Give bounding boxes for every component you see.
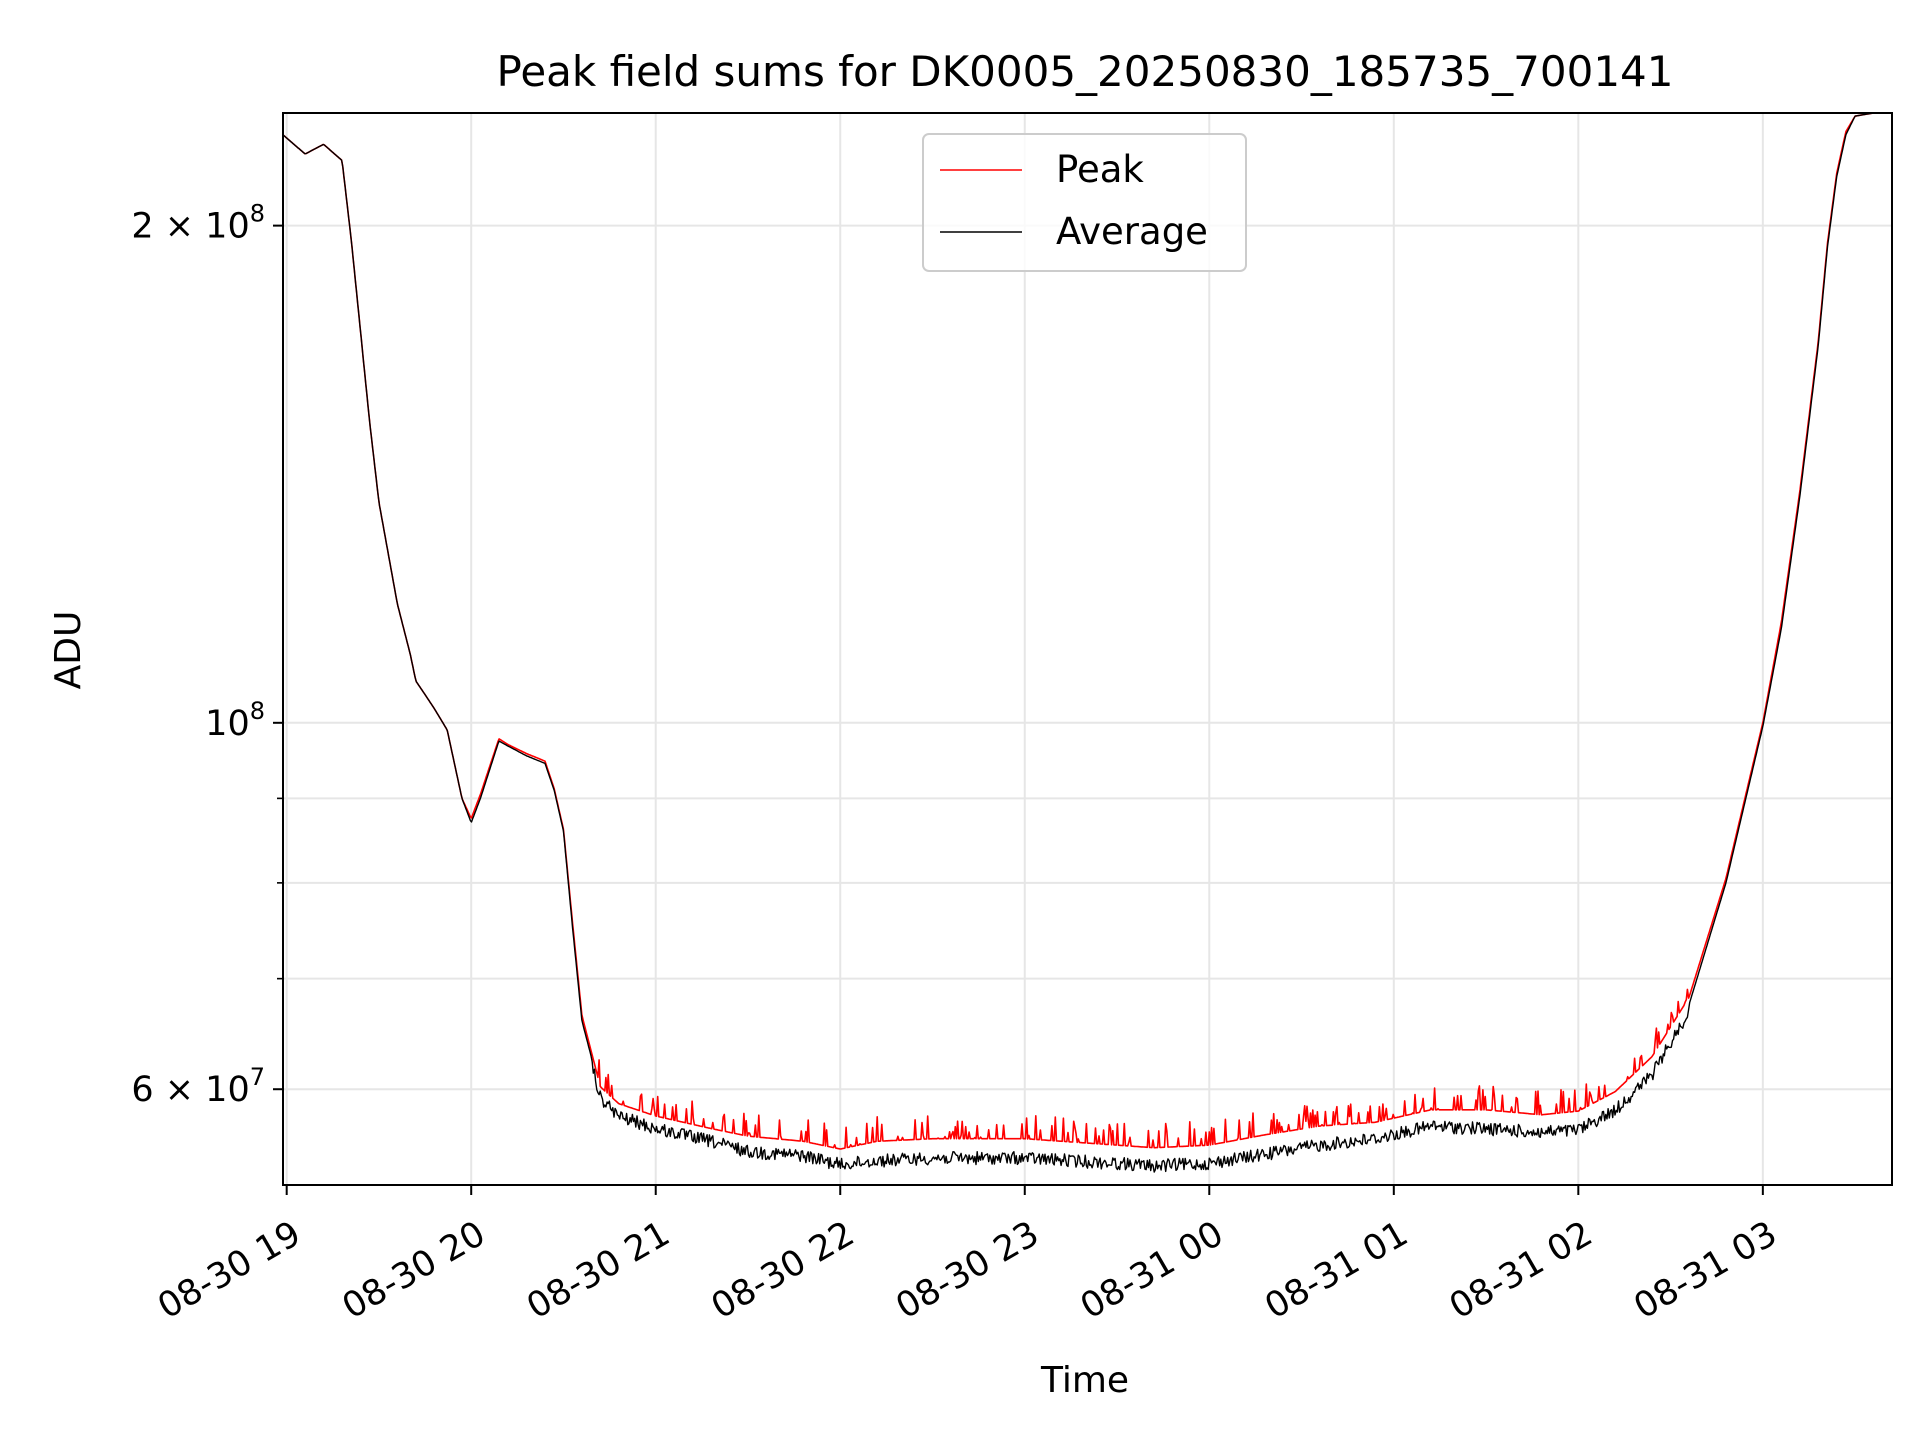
y-tick-label: 108 [205,697,265,744]
legend-peak-label: Peak [1056,148,1144,191]
y-tick-label: 2 × 108 [131,200,265,247]
x-axis-label: Time [1040,1360,1129,1401]
plot-frame [282,112,1893,1186]
legend-box [922,133,1247,272]
series-layer [283,113,1892,1173]
y-axis: 6 × 107 108 2 × 108 [131,200,283,1110]
y-tick-label: 6 × 107 [131,1063,265,1110]
legend: Peak Average [922,133,1247,272]
legend-average-label: Average [1056,210,1208,253]
chart-title: Peak field sums for DK0005_20250830_1857… [496,47,1673,96]
grid-lines [283,113,1892,1185]
average-series-line [283,113,1892,1173]
y-axis-label: ADU [48,611,89,690]
